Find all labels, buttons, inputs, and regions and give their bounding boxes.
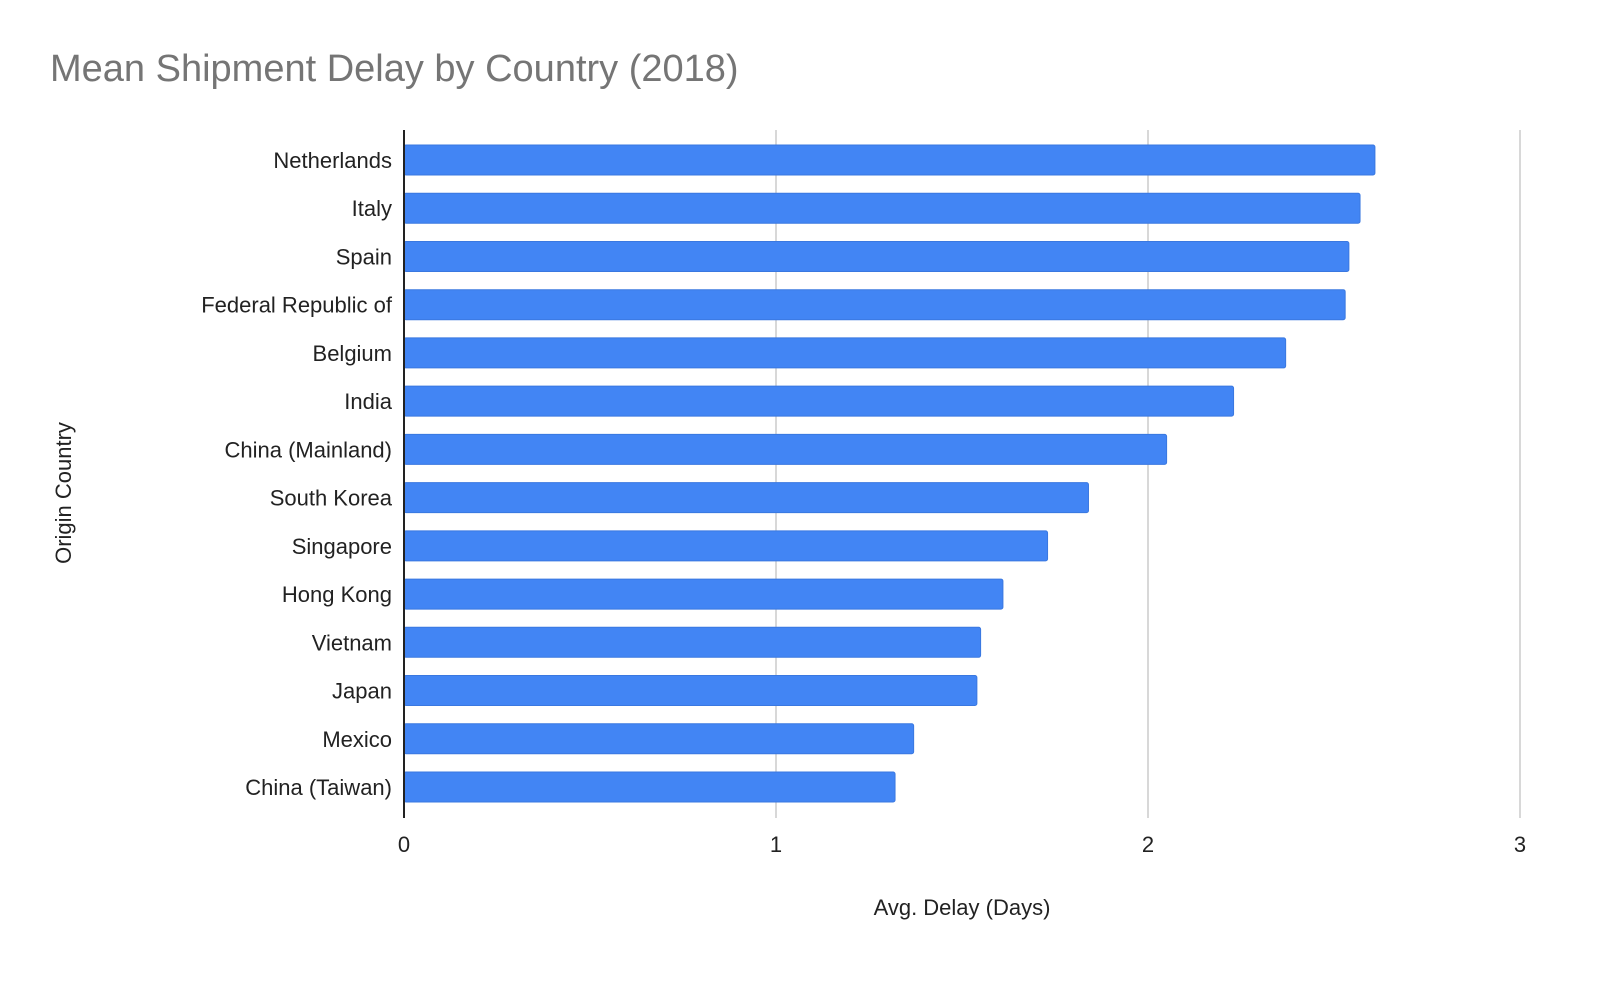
category-label: Hong Kong [282, 582, 392, 607]
category-label: Italy [352, 196, 392, 221]
bar [403, 289, 1346, 321]
grid-lines [775, 130, 1521, 818]
bar [403, 626, 982, 658]
labels: Avg. Delay (Days) Origin Country 0 1 2 3 Net… [51, 148, 1526, 920]
bar [403, 385, 1235, 417]
bar [403, 578, 1004, 610]
bar [403, 482, 1089, 514]
bar [403, 675, 978, 707]
bar [403, 771, 896, 803]
category-label: Belgium [313, 341, 392, 366]
category-label: China (Mainland) [224, 437, 392, 462]
category-label: Netherlands [273, 148, 392, 173]
bar [403, 192, 1361, 224]
category-label: India [344, 389, 392, 414]
category-label: Singapore [292, 534, 392, 559]
category-label: Mexico [322, 727, 392, 752]
x-axis-title: Avg. Delay (Days) [874, 895, 1051, 920]
y-axis-title: Origin Country [51, 422, 76, 564]
category-label: Federal Republic of [201, 293, 393, 318]
chart-title: Mean Shipment Delay by Country (2018) [50, 48, 739, 90]
bar [403, 433, 1168, 465]
bar [403, 240, 1350, 272]
x-tick-label: 3 [1514, 832, 1526, 857]
bar [403, 530, 1049, 562]
bars [403, 144, 1376, 803]
x-tick-label: 2 [1142, 832, 1154, 857]
bar [403, 723, 915, 755]
bar [403, 144, 1376, 176]
category-label: Vietnam [312, 630, 392, 655]
category-label: South Korea [270, 486, 393, 511]
x-tick-label: 1 [770, 832, 782, 857]
x-tick-label: 0 [398, 832, 410, 857]
category-label: Japan [332, 679, 392, 704]
category-label: China (Taiwan) [245, 775, 392, 800]
category-label: Spain [336, 244, 392, 269]
bar [403, 337, 1287, 369]
